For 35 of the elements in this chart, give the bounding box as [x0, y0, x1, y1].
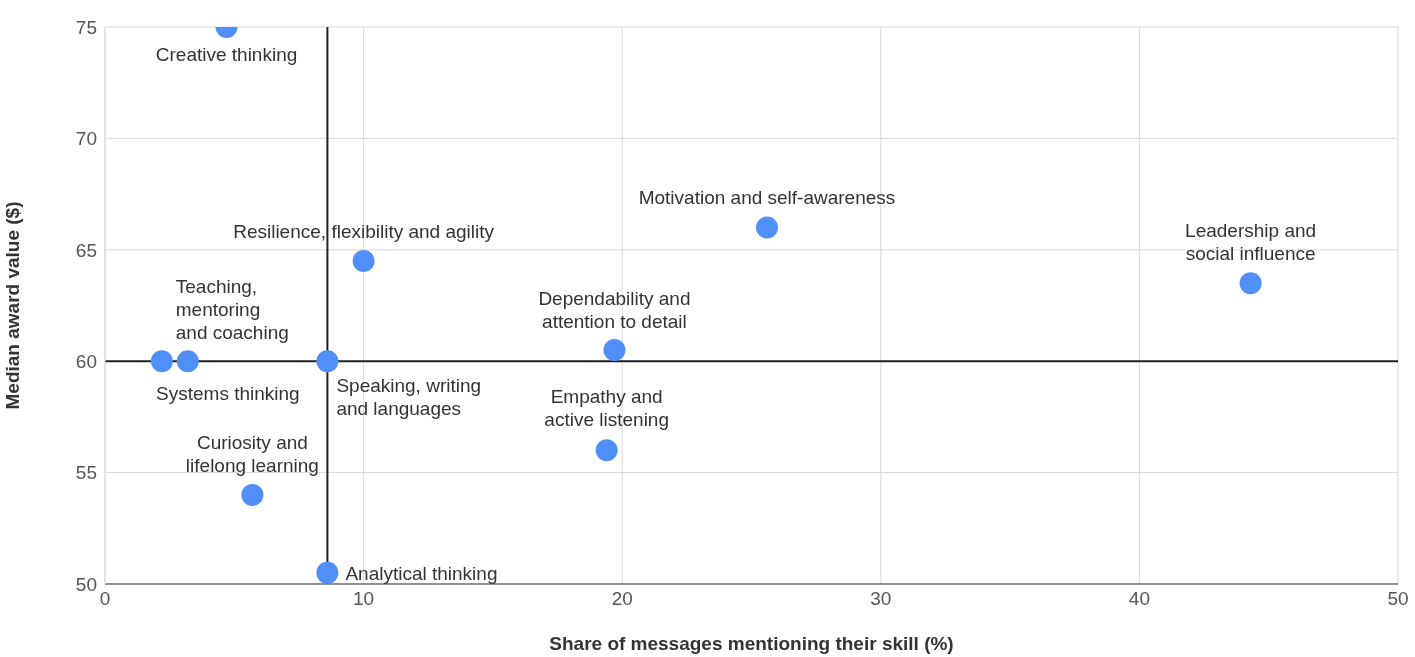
x-tick-label: 0	[99, 588, 111, 610]
x-tick-label: 10	[353, 588, 375, 610]
annotation: Creative thinking	[155, 43, 298, 65]
point	[241, 483, 264, 506]
point	[756, 216, 779, 239]
annotation: Leadership and social influence	[1185, 219, 1317, 264]
annotation: Systems thinking	[156, 382, 300, 404]
annotation: Curiosity and lifelong learning	[185, 431, 319, 476]
annotation: Resilience, flexibility and agility	[233, 220, 495, 242]
y-tick-label: 60	[75, 350, 97, 372]
y-axis-title: Median award value ($)	[1, 201, 23, 410]
y-tick-label: 50	[75, 573, 97, 595]
annotation: Dependability and attention to detail	[538, 287, 691, 332]
x-tick-label: 40	[1128, 588, 1150, 610]
y-tick-label: 70	[75, 128, 97, 150]
annotation: Speaking, writing and languages	[336, 374, 482, 419]
annotation: Analytical thinking	[345, 562, 498, 584]
point	[352, 249, 375, 272]
point	[603, 339, 626, 362]
annotation: Motivation and self-awareness	[638, 186, 896, 208]
x-tick-label: 30	[870, 588, 892, 610]
point	[176, 350, 199, 373]
y-tick-label: 75	[75, 16, 97, 38]
point	[150, 350, 173, 373]
point	[1239, 272, 1262, 295]
point	[595, 439, 618, 462]
point	[316, 561, 339, 584]
y-tick-label: 65	[75, 239, 97, 261]
x-tick-label: 50	[1387, 588, 1409, 610]
annotation: Teaching, mentoring and coaching	[175, 275, 289, 343]
x-tick-label: 20	[611, 588, 633, 610]
y-tick-label: 55	[75, 462, 97, 484]
x-axis-title: Share of messages mentioning their skill (%)	[549, 633, 954, 654]
annotation: Empathy and active listening	[544, 385, 669, 430]
point	[316, 350, 339, 373]
